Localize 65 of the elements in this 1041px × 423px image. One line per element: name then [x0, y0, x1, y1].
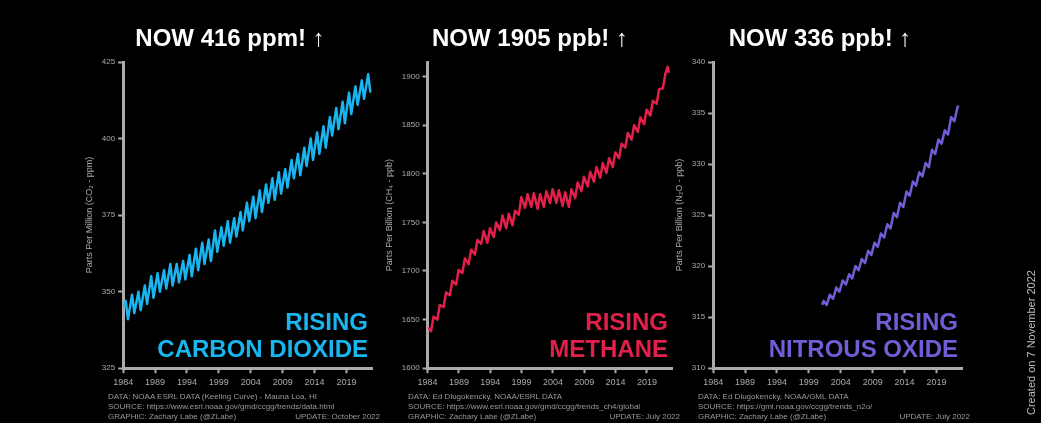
x-tick-label: 2014	[605, 377, 626, 388]
y-tick-label: 425	[101, 57, 116, 67]
x-tick-label: 1999	[208, 377, 229, 388]
x-tick-label: 2014	[894, 377, 915, 388]
x-tick-label: 1994	[176, 377, 197, 388]
y-tick-label: 350	[101, 286, 116, 296]
x-tick-label: 2004	[830, 377, 851, 388]
text: DATA: Ed Dlugokencky, NOAA/GML DATA	[698, 392, 849, 402]
y-tick-label: 1650	[401, 314, 421, 324]
y-axis-title: Parts Per Million (CO₂ - ppm)	[83, 156, 94, 274]
x-tick-label: 2019	[926, 377, 947, 388]
x-tick-label: 1989	[735, 377, 756, 388]
chart-title: NOW 336 ppb! ↑	[727, 24, 913, 52]
y-tick-label: 1600	[401, 363, 421, 373]
text: DATA: Ed Dlugokencky, NOAA/ESRL DATA	[408, 392, 563, 402]
x-tick-label: 2009	[862, 377, 883, 388]
y-tick-label: 1800	[401, 168, 421, 178]
x-tick-label: 1984	[703, 377, 724, 388]
x-tick-label: 2009	[574, 377, 595, 388]
x-tick-label: 2014	[304, 377, 325, 388]
source-note: SOURCE: https://gml.noaa.gov/ccgg/trends_n2o/	[698, 402, 873, 412]
y-tick-label: 1850	[401, 120, 421, 130]
text: GRAPHIC: Zachary Labe (@ZLabe)	[108, 412, 237, 422]
y-tick-label: 330	[691, 159, 706, 169]
y-tick-label: 400	[101, 133, 116, 143]
chart-title: NOW 416 ppm! ↑	[134, 24, 326, 52]
y-tick-label: 1750	[401, 217, 421, 227]
text: GRAPHIC: Zachary Labe (@ZLabe)	[698, 412, 827, 422]
x-tick-label: 1989	[448, 377, 469, 388]
text: Created on 7 November 2022	[1025, 270, 1037, 415]
x-tick-label: 2004	[240, 377, 261, 388]
chart-title: NOW 1905 ppb! ↑	[431, 24, 629, 52]
x-tick-label: 1989	[145, 377, 166, 388]
y-tick-label: 335	[691, 108, 706, 118]
y-tick-label: 340	[691, 57, 706, 67]
x-tick-label: 1984	[113, 377, 134, 388]
annotation: RISING METHANE	[549, 307, 668, 362]
y-tick-label: 1700	[401, 266, 421, 276]
y-tick-label: 325	[691, 210, 706, 220]
annotation: RISING NITROUS OXIDE	[768, 307, 958, 362]
y-tick-label: 310	[691, 363, 706, 373]
y-axis-title: Parts Per Billion (N₂O - ppb)	[673, 158, 684, 272]
x-tick-label: 1984	[417, 377, 438, 388]
source-note: SOURCE: https://www.esrl.noaa.gov/gmd/ccgg/trends_ch4/global	[408, 402, 641, 412]
x-tick-label: 1999	[798, 377, 819, 388]
source-note: SOURCE: https://www.esrl.noaa.gov/gmd/ccgg/trends/data.html	[108, 402, 335, 412]
x-tick-label: 2019	[336, 377, 357, 388]
y-tick-label: 1900	[401, 71, 421, 81]
text: UPDATE: July 2022	[899, 412, 970, 422]
x-tick-label: 1999	[511, 377, 532, 388]
x-tick-label: 1994	[480, 377, 501, 388]
x-tick-label: 1994	[766, 377, 787, 388]
y-tick-label: 320	[691, 261, 706, 271]
annotation: RISING CARBON DIOXIDE	[157, 307, 368, 362]
y-tick-label: 375	[101, 210, 116, 220]
y-axis-title: Parts Per Billion (CH₄ - ppb)	[383, 158, 394, 272]
y-tick-label: 325	[101, 363, 116, 373]
x-tick-label: 2004	[542, 377, 563, 388]
text: DATA: NOAA ESRL DATA (Keeling Curve) - Mauna Loa, HI	[108, 392, 317, 402]
y-tick-label: 315	[691, 312, 706, 322]
text: UPDATE: October 2022	[295, 412, 380, 422]
text: UPDATE: July 2022	[609, 412, 680, 422]
x-tick-label: 2009	[272, 377, 293, 388]
text: GRAPHIC: Zachary Labe (@ZLabe)	[408, 412, 537, 422]
x-tick-label: 2019	[636, 377, 657, 388]
